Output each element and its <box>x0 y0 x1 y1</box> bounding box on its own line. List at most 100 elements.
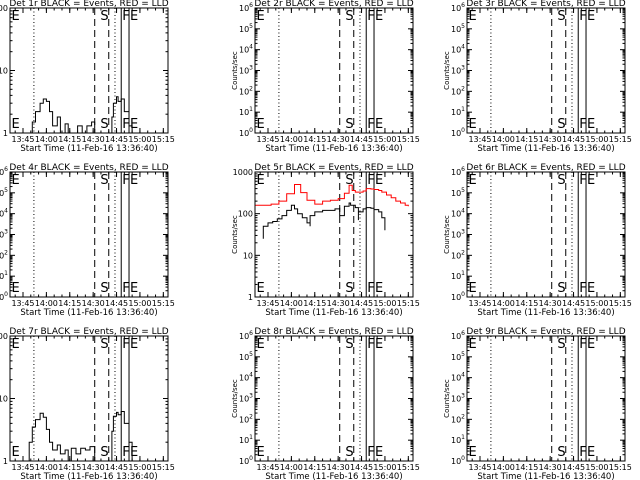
x-tick-label: 14:30 <box>327 463 350 472</box>
marker-e-top: E <box>587 9 595 24</box>
panel-title: Det 7r BLACK = Events, RED = LLD <box>9 327 168 337</box>
y-tick-label: 105 <box>451 351 465 362</box>
x-tick-label: 14:00 <box>35 135 58 144</box>
x-tick-label: 15:15 <box>152 299 175 308</box>
marker-e-top: E <box>130 173 138 188</box>
marker-f-bottom: F <box>579 117 586 132</box>
x-tick-label: 14:30 <box>327 135 350 144</box>
marker-s-bottom: S <box>557 445 565 460</box>
x-tick-label: 14:30 <box>82 299 105 308</box>
x-tick-label: 15:00 <box>373 299 396 308</box>
marker-s-top: S <box>557 337 565 352</box>
y-tick-label: 103 <box>0 229 8 240</box>
plot-frame <box>466 171 626 298</box>
y-tick-label: 100 <box>0 291 8 302</box>
marker-e-bottom: E <box>130 117 138 132</box>
plot-frame <box>466 7 626 134</box>
marker-e-top: E <box>12 173 20 188</box>
marker-s-bottom: S <box>345 445 353 460</box>
y-tick-label: 105 <box>0 187 8 198</box>
y-tick-label: 105 <box>451 187 465 198</box>
x-tick-label: 14:15 <box>515 463 538 472</box>
marker-s-top: S <box>345 337 353 352</box>
marker-e-top: E <box>130 337 138 352</box>
panel-title: Det 3r BLACK = Events, RED = LLD <box>466 0 625 9</box>
y-tick-label: 1 <box>3 457 8 466</box>
marker-f-bottom: F <box>367 117 374 132</box>
x-tick-label: 14:15 <box>58 299 81 308</box>
x-tick-label: 14:30 <box>82 135 105 144</box>
marker-e-top: E <box>375 337 383 352</box>
marker-e-bottom: E <box>12 445 20 460</box>
x-tick-label: 14:15 <box>515 135 538 144</box>
marker-e-top: E <box>375 173 383 188</box>
x-axis-label: Start Time (11-Feb-16 13:36:40) <box>477 144 614 154</box>
series-events-line <box>29 96 133 134</box>
x-tick-label: 14:15 <box>303 135 326 144</box>
x-tick-label: 13:45 <box>468 299 491 308</box>
x-tick-label: 13:45 <box>11 299 34 308</box>
x-tick-label: 15:00 <box>373 463 396 472</box>
y-tick-label: 100 <box>451 455 465 466</box>
x-axis-label: Start Time (11-Feb-16 13:36:40) <box>477 472 614 480</box>
x-tick-label: 14:15 <box>303 299 326 308</box>
plot-frame <box>9 335 169 462</box>
marker-e-top: E <box>12 9 20 24</box>
plot-frame <box>254 335 414 462</box>
y-tick-label: 104 <box>0 208 8 219</box>
marker-f-top: F <box>122 9 129 24</box>
marker-s-bottom: S <box>557 117 565 132</box>
marker-f-top: F <box>367 9 374 24</box>
y-tick-label: 101 <box>239 106 253 117</box>
y-tick-label: 102 <box>451 413 465 424</box>
x-axis-label: Start Time (11-Feb-16 13:36:40) <box>20 472 157 480</box>
y-axis-label: Counts/sec <box>443 379 451 418</box>
y-tick-label: 103 <box>239 393 253 404</box>
marker-e-bottom: E <box>587 445 595 460</box>
y-tick-label: 105 <box>239 351 253 362</box>
marker-f-bottom: F <box>122 281 129 296</box>
y-tick-label: 103 <box>239 65 253 76</box>
x-tick-label: 14:30 <box>539 463 562 472</box>
y-tick-label: 100 <box>239 455 253 466</box>
marker-e-top: E <box>469 9 477 24</box>
marker-e-top: E <box>12 337 20 352</box>
y-axis-label: Counts/sec <box>443 51 451 90</box>
marker-f-bottom: F <box>122 117 129 132</box>
x-tick-label: 15:15 <box>609 299 632 308</box>
marker-f-top: F <box>122 337 129 352</box>
y-tick-label: 106 <box>239 2 253 13</box>
x-tick-label: 14:30 <box>539 299 562 308</box>
x-tick-label: 14:00 <box>280 135 303 144</box>
marker-f-top: F <box>579 9 586 24</box>
marker-s-bottom: S <box>100 281 108 296</box>
x-tick-label: 14:45 <box>105 135 128 144</box>
panel-det-5: Det 5r BLACK = Events, RED = LLD 1 10 100 10… <box>231 163 420 318</box>
marker-e-top: E <box>469 337 477 352</box>
y-tick-label: 102 <box>239 413 253 424</box>
y-tick-label: 1000 <box>233 168 253 177</box>
panel-det-6: Det 6r BLACK = Events, RED = LLD 100 101 10… <box>443 163 632 318</box>
marker-e-top: E <box>587 337 595 352</box>
x-tick-label: 14:15 <box>515 299 538 308</box>
marker-f-top: F <box>367 173 374 188</box>
marker-e-bottom: E <box>257 445 265 460</box>
plot-frame <box>9 7 169 134</box>
plot-frame <box>466 335 626 462</box>
panel-title: Det 2r BLACK = Events, RED = LLD <box>254 0 413 9</box>
x-tick-label: 15:15 <box>397 135 420 144</box>
series-events-line <box>262 202 386 239</box>
x-tick-label: 14:00 <box>35 299 58 308</box>
x-tick-label: 15:15 <box>397 463 420 472</box>
marker-e-bottom: E <box>375 117 383 132</box>
marker-s-top: S <box>100 173 108 188</box>
marker-s-top: S <box>345 9 353 24</box>
marker-e-bottom: E <box>469 281 477 296</box>
y-tick-label: 103 <box>451 229 465 240</box>
x-tick-label: 14:45 <box>562 463 585 472</box>
y-tick-label: 101 <box>451 434 465 445</box>
x-tick-label: 13:45 <box>256 463 279 472</box>
x-tick-label: 14:00 <box>492 463 515 472</box>
y-tick-label: 102 <box>239 85 253 96</box>
marker-s-top: S <box>557 9 565 24</box>
